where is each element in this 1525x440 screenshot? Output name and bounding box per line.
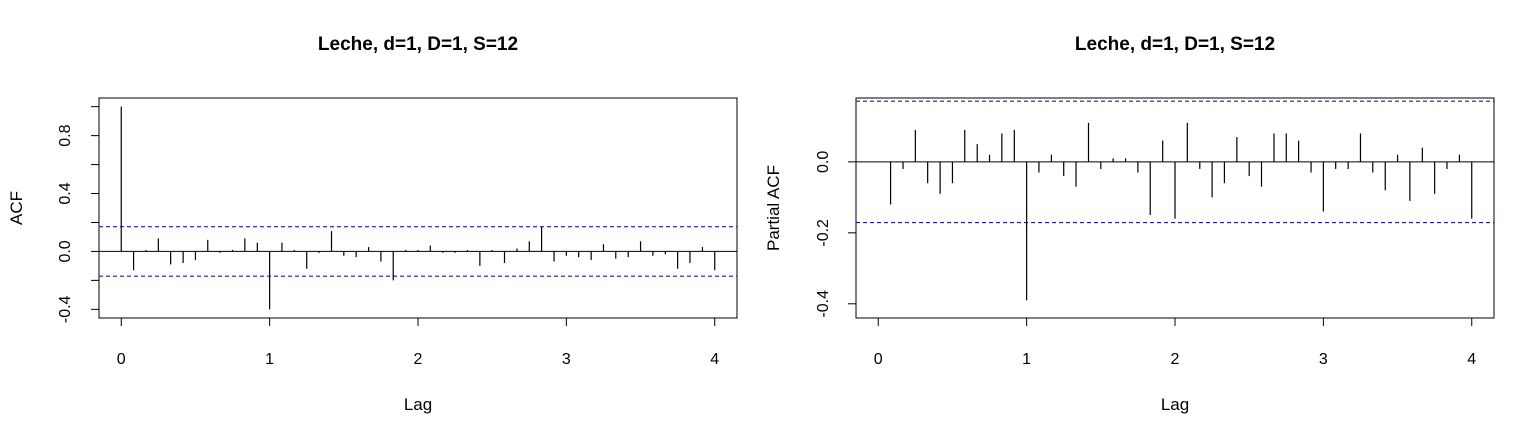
- chart-title: Leche, d=1, D=1, S=12: [1075, 34, 1275, 55]
- y-axis-label: ACF: [7, 191, 26, 225]
- x-tick-label: 2: [1171, 351, 1180, 368]
- y-tick-label: 0.0: [815, 151, 832, 173]
- y-tick-label: -0.4: [815, 290, 832, 318]
- y-tick-label: 0.4: [57, 182, 74, 204]
- plot-frame: [98, 97, 738, 319]
- x-tick-label: 1: [265, 351, 274, 368]
- y-tick-label: -0.4: [57, 295, 74, 323]
- x-axis-label: Lag: [404, 395, 432, 414]
- y-axis-label: Partial ACF: [764, 165, 783, 251]
- x-tick-label: 3: [1319, 351, 1328, 368]
- y-tick-label: -0.2: [815, 219, 832, 247]
- y-tick-label: 0.8: [57, 124, 74, 146]
- y-tick-label: 0.0: [57, 240, 74, 262]
- x-tick-label: 3: [562, 351, 571, 368]
- x-tick-label: 0: [117, 351, 126, 368]
- x-axis-label: Lag: [1161, 395, 1189, 414]
- x-tick-label: 2: [414, 351, 423, 368]
- x-tick-label: 4: [710, 351, 719, 368]
- chart-title: Leche, d=1, D=1, S=12: [318, 34, 518, 55]
- x-tick-label: 4: [1467, 351, 1476, 368]
- x-tick-label: 1: [1022, 351, 1031, 368]
- x-tick-label: 0: [874, 351, 883, 368]
